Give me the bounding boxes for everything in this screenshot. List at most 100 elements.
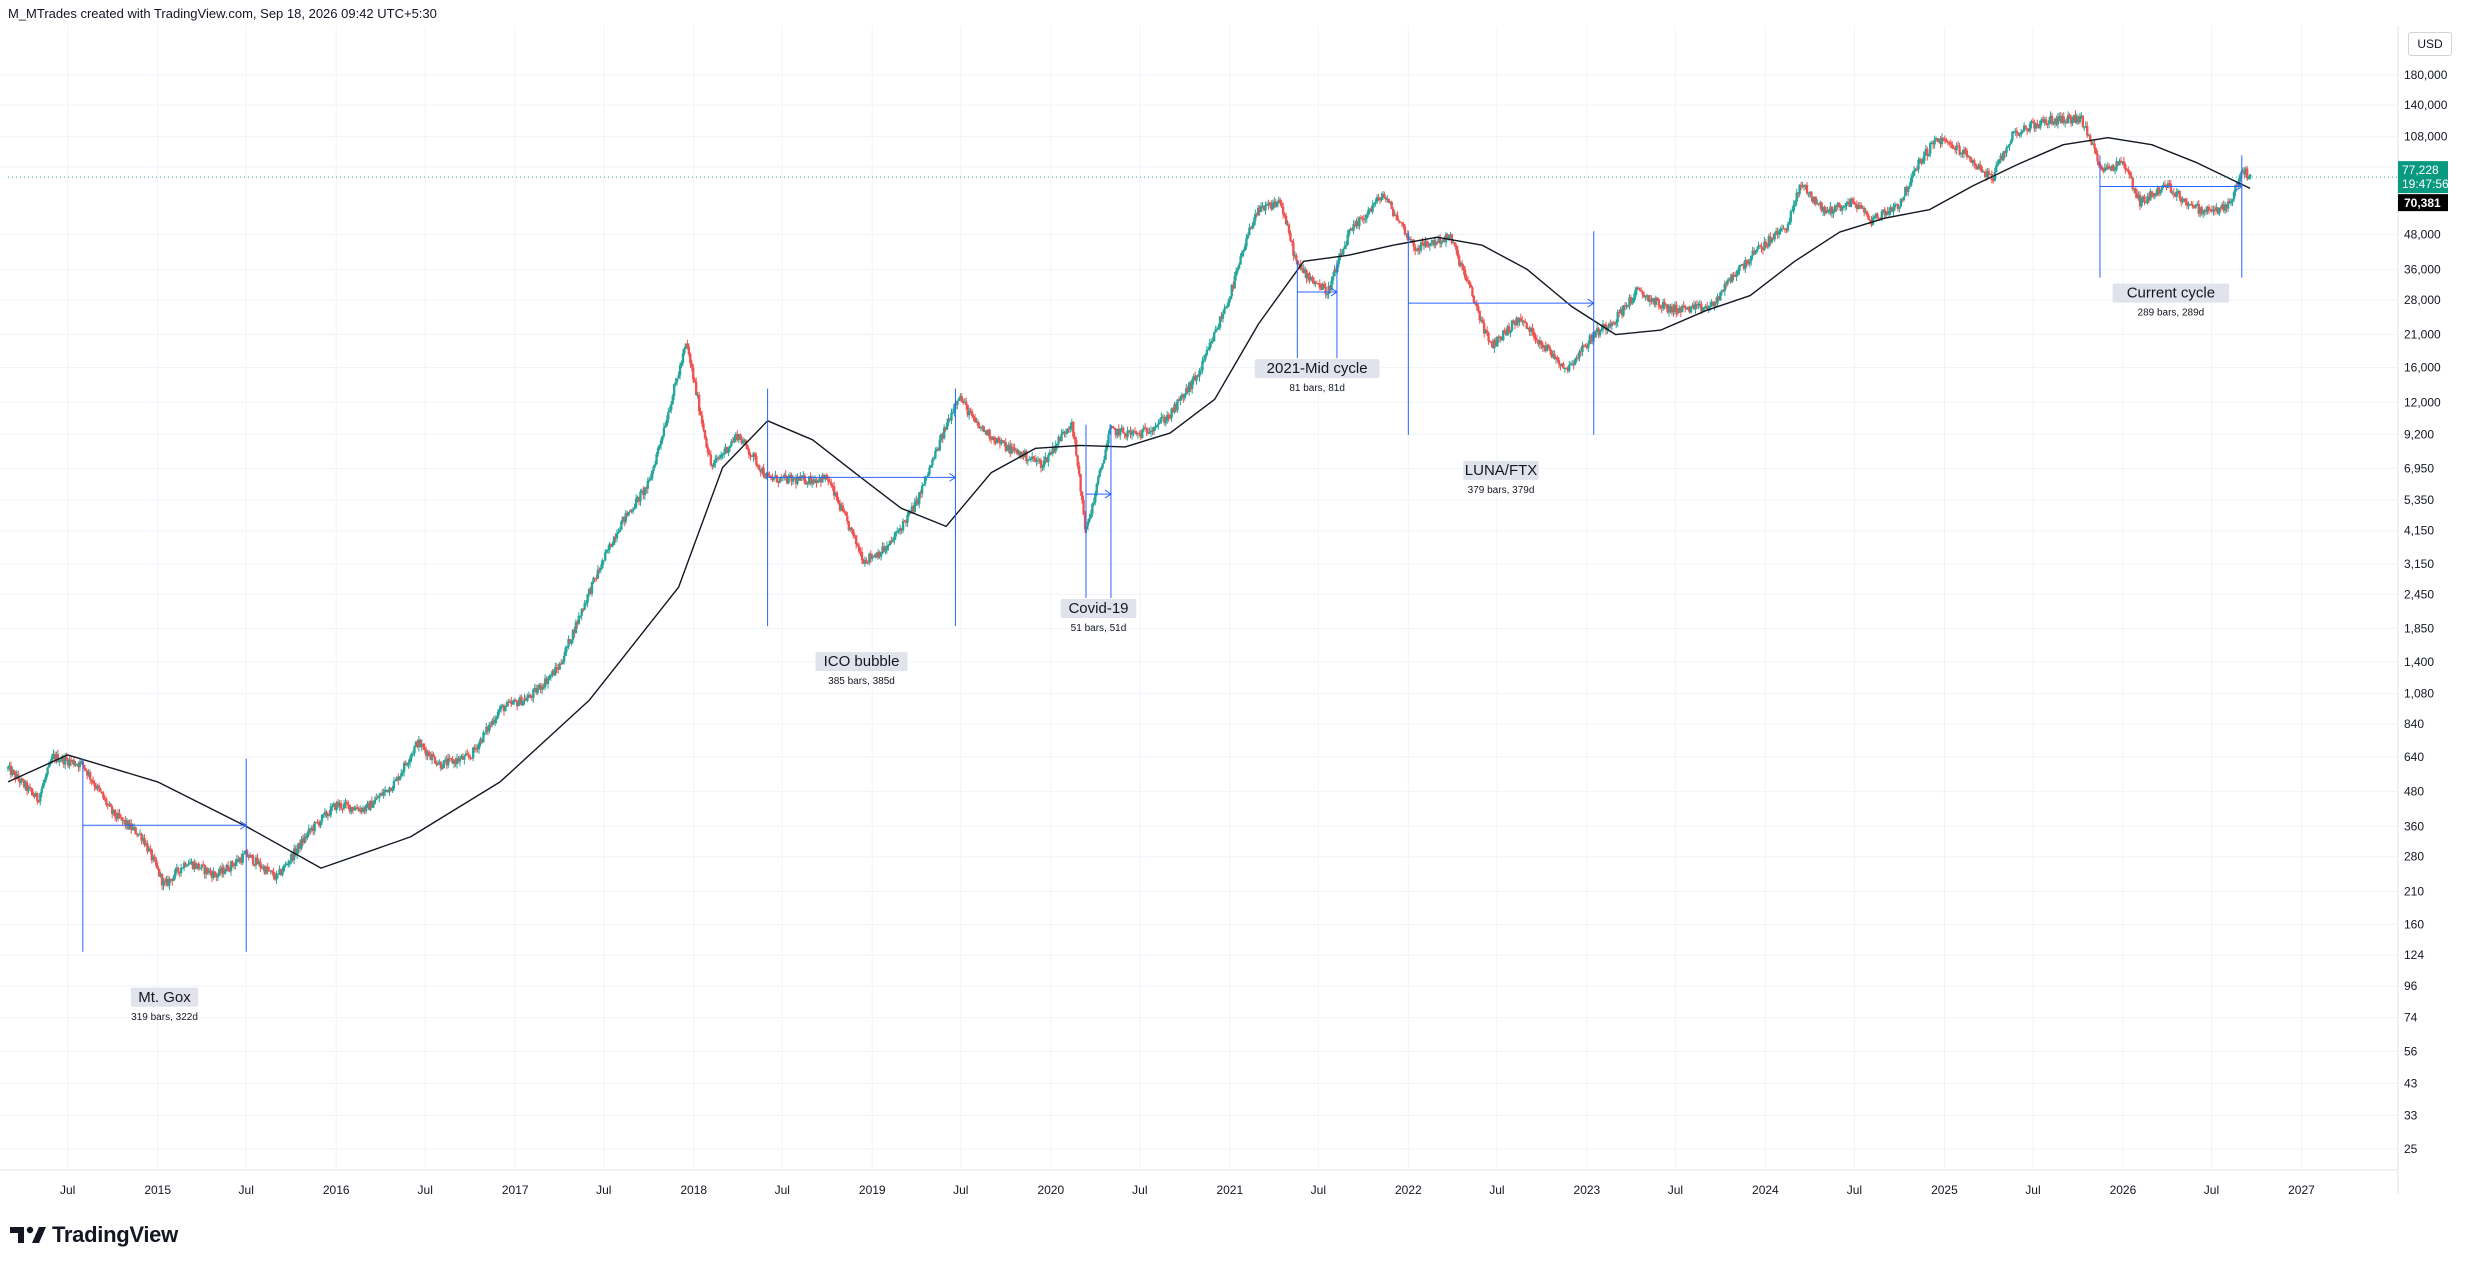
candle [1480, 316, 1483, 323]
candle [2124, 162, 2127, 174]
candle-body [1089, 514, 1093, 519]
candle-body [1050, 452, 1053, 454]
candle [931, 457, 934, 468]
candle-body [1820, 202, 1823, 212]
candle [1544, 341, 1547, 353]
candle-body [294, 848, 297, 855]
candle-body [1782, 228, 1785, 230]
candle-body [1472, 296, 1476, 303]
candle [496, 708, 500, 719]
candle-body [1025, 451, 1028, 461]
candle [815, 477, 818, 488]
candle-body [2027, 130, 2030, 132]
candle [1455, 243, 1458, 255]
candle-body [1478, 310, 1481, 321]
candle [1955, 142, 1958, 155]
candle-body [34, 793, 38, 797]
candle-body [1259, 206, 1263, 213]
candle [1437, 235, 1440, 244]
candle-body [953, 404, 956, 413]
candle-body [1661, 301, 1665, 309]
candle-body [928, 467, 931, 475]
x-tick-label: Jul [239, 1183, 254, 1197]
candle [1519, 313, 1523, 322]
candle [1414, 243, 1417, 256]
candle-body [1111, 426, 1115, 429]
candle [1177, 396, 1181, 402]
candle-body [1930, 142, 1933, 144]
candle-body [1578, 351, 1581, 358]
candle [1504, 328, 1508, 336]
candle-body [1529, 327, 1533, 332]
currency-selector[interactable]: USD [2408, 32, 2452, 56]
candle [1858, 202, 1861, 210]
candle-body [156, 865, 159, 869]
candle [372, 800, 375, 808]
candle [2199, 206, 2202, 218]
candle [1011, 443, 1015, 453]
candle-body [2140, 198, 2143, 207]
candle [253, 863, 256, 867]
candle-body [1569, 364, 1572, 366]
candle [1575, 354, 1578, 363]
candle [560, 659, 563, 665]
candle-body [1976, 166, 1979, 170]
candle [190, 858, 193, 865]
candle-body [39, 793, 42, 802]
candle [1754, 249, 1757, 255]
candle-body [152, 856, 155, 861]
candle [1554, 356, 1558, 364]
candle [1303, 266, 1307, 279]
candle-body [1101, 463, 1104, 468]
candle [1064, 428, 1068, 438]
candle [536, 684, 539, 696]
candle-body [1280, 203, 1283, 207]
candle [1814, 196, 1817, 207]
price-axis[interactable]: 180,000140,000108,00084,00048,00036,0002… [2404, 68, 2448, 1156]
candle [2137, 191, 2140, 201]
candle [1672, 304, 1675, 317]
candle-body [859, 551, 862, 553]
candle-body [1804, 184, 1807, 187]
candle-body [1667, 306, 1671, 313]
candle-body [1132, 431, 1135, 433]
candle [1714, 297, 1718, 308]
candle-body [926, 474, 930, 477]
candle [1915, 165, 1919, 172]
candle [787, 473, 790, 485]
candle [300, 836, 303, 851]
candle [425, 747, 428, 760]
candle [200, 864, 203, 871]
candle-body [511, 701, 514, 705]
candle [93, 780, 96, 792]
candle [94, 782, 98, 791]
candle [2187, 201, 2190, 210]
candle [805, 479, 808, 485]
candle-body [536, 688, 539, 693]
candle-body [1861, 207, 1864, 209]
time-axis[interactable]: Jul 2015 Jul 2016 Jul 2017 Jul 2018 Jul 2019 Jul 20… [60, 1183, 2315, 1197]
candle [2215, 203, 2218, 213]
candle-body [1576, 357, 1580, 359]
candle-body [2135, 193, 2139, 198]
candle [2157, 186, 2161, 197]
candle-body [1211, 341, 1214, 343]
candle [1324, 282, 1327, 299]
candle-body [1736, 270, 1740, 275]
candle [1562, 361, 1565, 369]
candle [677, 371, 680, 379]
candle [143, 834, 146, 848]
candle [1553, 350, 1556, 360]
candle [1998, 159, 2001, 165]
candle [1215, 326, 1219, 332]
candle-body [1339, 253, 1342, 258]
candle-body [1361, 218, 1364, 220]
tradingview-brand[interactable]: TradingView [10, 1222, 178, 1248]
candle [1246, 232, 1250, 240]
candle-body [272, 871, 275, 877]
chart-grid [0, 26, 2398, 1170]
candle [737, 434, 740, 443]
candle-body [633, 507, 636, 510]
candle-body [1330, 280, 1333, 291]
